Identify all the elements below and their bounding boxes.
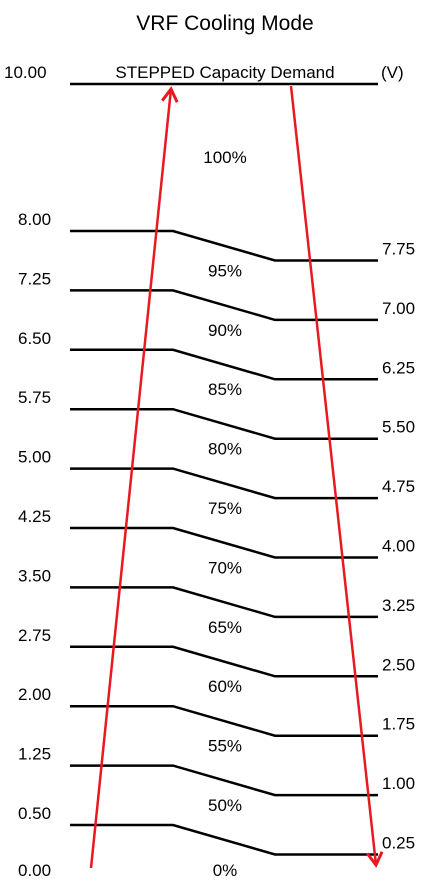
falling-voltage-label: 6.25 <box>382 358 415 377</box>
rising-voltage-label: 5.00 <box>18 448 51 467</box>
bottom-percent-label: 0% <box>213 861 238 880</box>
bottom-left-value: 0.00 <box>18 861 51 880</box>
rising-voltage-label: 5.75 <box>18 388 51 407</box>
capacity-percent-label: 50% <box>208 796 242 815</box>
rising-voltage-label: 3.50 <box>18 566 51 585</box>
capacity-percent-label: 75% <box>208 499 242 518</box>
capacity-percent-label: 80% <box>208 440 242 459</box>
header-label: STEPPED Capacity Demand <box>115 63 334 82</box>
top-value-label: 10.00 <box>4 63 47 82</box>
decreasing-demand-arrow <box>289 85 384 868</box>
falling-voltage-label: 7.00 <box>382 299 415 318</box>
falling-voltage-label: 0.25 <box>382 834 415 853</box>
step-line <box>70 764 378 797</box>
step-line <box>70 407 378 440</box>
falling-voltage-label: 3.25 <box>382 596 415 615</box>
steps-group: 8.00 7.75 95% 7.25 7.00 90% 6.50 6.25 85% 5.75 5.5… <box>18 210 415 856</box>
step-line <box>70 645 378 678</box>
step-line <box>70 586 378 619</box>
rising-voltage-label: 0.50 <box>18 804 51 823</box>
capacity-percent-label: 95% <box>208 261 242 280</box>
rising-voltage-label: 4.25 <box>18 507 51 526</box>
falling-voltage-label: 1.00 <box>382 774 415 793</box>
falling-voltage-label: 4.00 <box>382 537 415 556</box>
falling-voltage-label: 5.50 <box>382 418 415 437</box>
rising-voltage-label: 6.50 <box>18 329 51 348</box>
step-line <box>70 229 378 262</box>
step-line <box>70 704 378 737</box>
rising-voltage-label: 2.75 <box>18 626 51 645</box>
step-line <box>70 467 378 500</box>
rising-voltage-label: 1.25 <box>18 745 51 764</box>
rising-voltage-label: 8.00 <box>18 210 51 229</box>
falling-voltage-label: 7.75 <box>382 240 415 259</box>
increasing-demand-arrow <box>89 86 179 869</box>
unit-label: (V) <box>381 63 404 82</box>
capacity-percent-label: 60% <box>208 677 242 696</box>
falling-voltage-label: 1.75 <box>382 715 415 734</box>
top-percent-label: 100% <box>203 148 246 167</box>
step-line <box>70 348 378 381</box>
rising-voltage-label: 2.00 <box>18 685 51 704</box>
step-line <box>70 526 378 559</box>
capacity-percent-label: 85% <box>208 380 242 399</box>
capacity-percent-label: 90% <box>208 321 242 340</box>
step-line <box>70 823 378 856</box>
capacity-percent-label: 70% <box>208 558 242 577</box>
capacity-percent-label: 55% <box>208 737 242 756</box>
falling-voltage-label: 4.75 <box>382 477 415 496</box>
diagram-title: VRF Cooling Mode <box>136 12 313 35</box>
falling-voltage-label: 2.50 <box>382 655 415 674</box>
capacity-percent-label: 65% <box>208 618 242 637</box>
rising-voltage-label: 7.25 <box>18 269 51 288</box>
step-line <box>70 289 378 322</box>
